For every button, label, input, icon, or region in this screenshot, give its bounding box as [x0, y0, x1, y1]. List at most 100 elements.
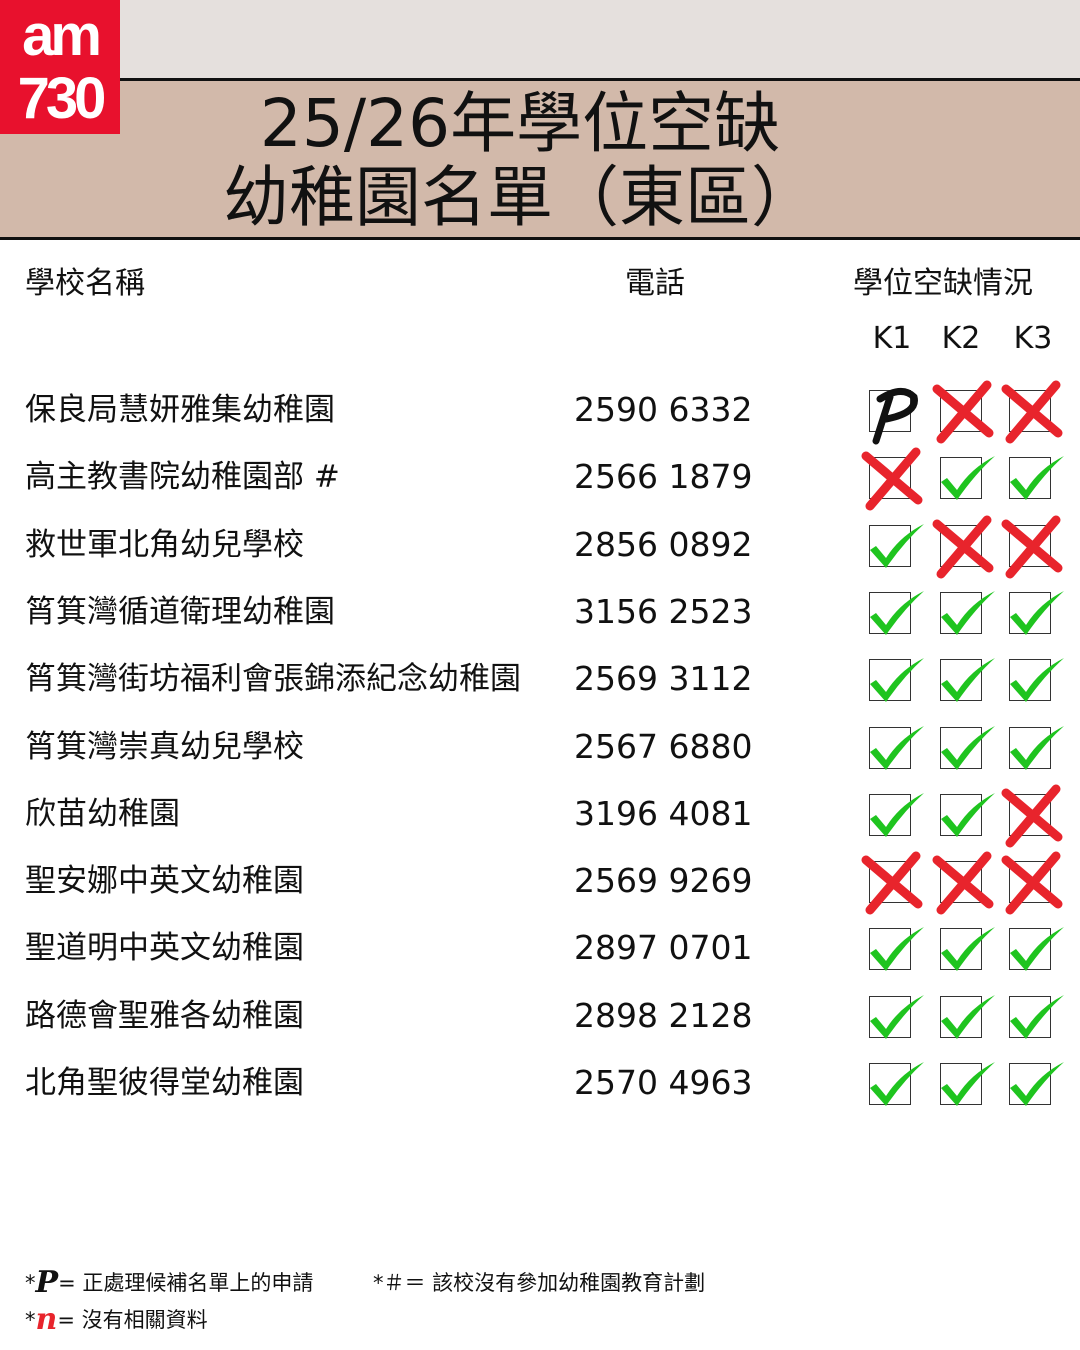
school-phone: 2569 9269 [574, 861, 753, 901]
check-icon [941, 456, 995, 501]
school-name: 筲箕灣街坊福利會張錦添紀念幼稚園 [25, 661, 521, 698]
logo-text-top: am [22, 3, 102, 68]
vacancy-box-k3 [1001, 380, 1063, 444]
school-phone: 2566 1879 [574, 457, 753, 497]
check-icon [941, 658, 995, 703]
legend-hash: *＃＝ 該校沒有參加幼稚園教育計劃 [373, 1271, 706, 1295]
vacancy-box-k1 [869, 658, 924, 703]
vacancy-box-k3 [1009, 927, 1064, 972]
check-icon [1010, 927, 1064, 972]
vacancy-box-k3 [1009, 658, 1064, 703]
vacancy-box-k1 [869, 523, 924, 568]
grade-header-k2: K2 [941, 321, 981, 356]
school-row: 路德會聖雅各幼稚園 2898 2128 [0, 986, 1080, 1046]
school-name: 筲箕灣循道衛理幼稚園 [25, 593, 335, 630]
school-row: 筲箕灣循道衛理幼稚園 3156 2523 [0, 582, 1080, 642]
check-icon [941, 927, 995, 972]
school-phone: 2570 4963 [574, 1063, 753, 1102]
grade-header-k3: K3 [1013, 321, 1053, 356]
vacancy-box-k3 [1001, 851, 1063, 915]
vacancy-box-k3 [1009, 725, 1064, 770]
check-icon [1010, 590, 1064, 635]
vacancy-box-k2 [932, 380, 994, 444]
school-phone: 2898 2128 [574, 995, 753, 1035]
check-icon [1010, 994, 1064, 1039]
vacancy-box-k3 [1001, 515, 1063, 579]
school-name: 聖道明中英文幼稚園 [25, 930, 304, 967]
column-header-phone: 電話 [625, 266, 685, 301]
school-name: 欣苗幼稚園 [25, 795, 180, 832]
school-phone: 2567 6880 [574, 726, 753, 766]
school-name: 路德會聖雅各幼稚園 [25, 997, 304, 1034]
vacancy-box-k2 [940, 927, 995, 972]
cross-icon [1001, 380, 1063, 444]
vacancy-box-k1 [869, 388, 918, 445]
check-icon [941, 792, 995, 837]
vacancy-box-k2 [940, 1062, 995, 1106]
check-icon [941, 1062, 995, 1106]
vacancy-box-k1 [869, 927, 924, 972]
school-name: 救世軍北角幼兒學校 [25, 526, 304, 563]
school-phone: 2856 0892 [574, 524, 753, 564]
vacancy-box-k1 [869, 1062, 924, 1106]
vacancy-box-k3 [1009, 994, 1064, 1039]
check-icon [870, 590, 924, 635]
school-name: 聖安娜中英文幼稚園 [25, 863, 304, 900]
school-row: 高主教書院幼稚園部 # 2566 1879 [0, 447, 1080, 511]
vacancy-box-k2 [940, 792, 995, 837]
vacancy-box-k3 [1009, 1062, 1064, 1106]
legend-star: * [25, 1271, 36, 1295]
check-icon [870, 523, 924, 568]
cross-icon [861, 447, 923, 511]
school-row: 筲箕灣街坊福利會張錦添紀念幼稚園 2569 3112 [0, 649, 1080, 709]
column-header-vacancy: 學位空缺情況 [853, 266, 1033, 301]
vacancy-box-k2 [932, 851, 994, 915]
check-icon [1010, 725, 1064, 770]
vacancy-box-k1 [869, 725, 924, 770]
vacancy-box-k3 [1001, 784, 1063, 848]
cross-icon [932, 851, 994, 915]
cross-icon [861, 851, 923, 915]
check-icon [941, 994, 995, 1039]
column-header-name: 學校名稱 [25, 266, 145, 301]
school-name: 保良局慧妍雅集幼稚園 [25, 392, 335, 428]
cross-icon [932, 515, 994, 579]
school-phone: 2897 0701 [574, 928, 753, 968]
vacancy-box-k3 [1009, 590, 1064, 635]
legend-no-info-text: = 沒有相關資料 [57, 1308, 208, 1332]
check-icon [870, 725, 924, 770]
title-line-1: 25/26年學位空缺 [259, 85, 781, 162]
school-row: 北角聖彼得堂幼稚園 2570 4963 [0, 1053, 1080, 1113]
check-icon [1010, 456, 1064, 501]
check-icon [1010, 1062, 1064, 1106]
check-icon [870, 927, 924, 972]
school-row: 保良局慧妍雅集幼稚園 2590 6332 [0, 380, 1080, 445]
pending-icon [872, 388, 918, 445]
vacancy-box-k2 [940, 994, 995, 1039]
school-row: 筲箕灣崇真幼兒學校 2567 6880 [0, 717, 1080, 777]
am730-logo: am 730 [0, 0, 120, 134]
vacancy-box-k1 [869, 590, 924, 635]
cross-icon [1001, 784, 1063, 848]
title-band [0, 78, 1080, 240]
vacancy-box-k2 [940, 590, 995, 635]
legend-no-info: *n= 沒有相關資料 [25, 1305, 208, 1335]
title-line-2: 幼稚園名單（東區） [223, 159, 817, 236]
vacancy-box-k1 [861, 447, 923, 511]
legend-pending-text: = 正處理候補名單上的申請 [58, 1271, 314, 1295]
school-name: 北角聖彼得堂幼稚園 [25, 1065, 304, 1101]
vacancy-box-k2 [932, 515, 994, 579]
school-phone: 3196 4081 [574, 793, 753, 833]
school-phone: 2569 3112 [574, 659, 753, 699]
check-icon [1010, 658, 1064, 703]
school-name: 高主教書院幼稚園部 # [25, 459, 340, 496]
school-phone: 2590 6332 [574, 390, 753, 429]
cross-icon [1001, 851, 1063, 915]
vacancy-box-k2 [940, 456, 995, 501]
check-icon [870, 1062, 924, 1106]
vacancy-box-k1 [869, 994, 924, 1039]
cross-icon [932, 380, 994, 444]
legend-star: * [25, 1308, 36, 1332]
vacancy-box-k1 [869, 792, 924, 837]
